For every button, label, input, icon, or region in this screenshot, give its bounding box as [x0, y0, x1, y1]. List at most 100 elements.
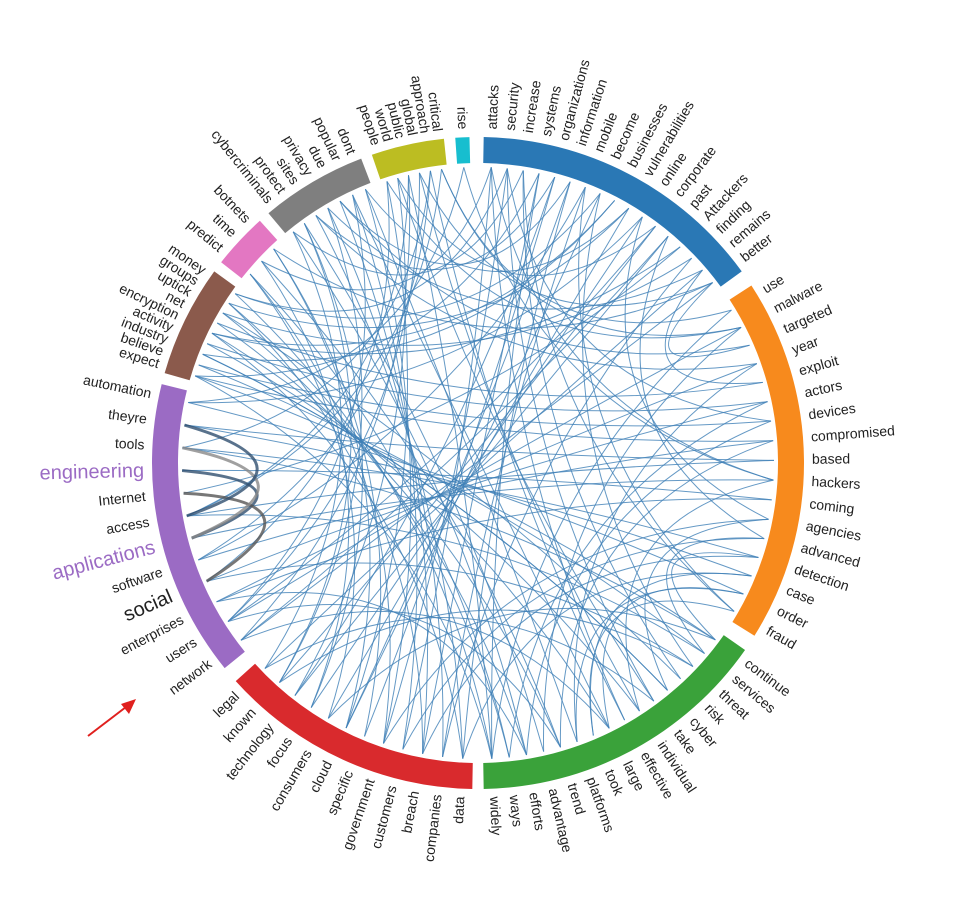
- chord-link-6: [345, 181, 571, 729]
- chord-link-137: [195, 173, 540, 378]
- chord-link-141: [235, 168, 508, 312]
- chord-link-12: [227, 225, 656, 622]
- chord-link-124: [216, 591, 527, 756]
- word-label-actors: actors: [803, 377, 844, 401]
- chord-link-23: [206, 343, 768, 412]
- chord-link-80: [234, 293, 493, 759]
- chord-link-8: [235, 193, 601, 319]
- chord-link-57: [327, 208, 630, 719]
- word-label-coming: coming: [809, 495, 856, 516]
- chord-link-138: [202, 200, 616, 362]
- chord-link-30: [402, 538, 765, 750]
- word-label-engineering: engineering: [39, 460, 144, 485]
- chord-link-internal-4: [184, 423, 259, 518]
- word-label-year: year: [789, 333, 820, 357]
- chord-link-127: [228, 302, 424, 754]
- chord-link-118: [602, 587, 744, 729]
- arrow-shaft: [87, 706, 127, 737]
- word-label-compromised: compromised: [810, 422, 895, 444]
- chord-link-104: [639, 235, 765, 540]
- chord-link-149: [441, 169, 742, 336]
- chord-link-91: [345, 181, 408, 729]
- chord-link-129: [273, 248, 371, 729]
- group-arc-10: [455, 137, 471, 164]
- chord-link-110: [508, 401, 768, 758]
- group-arcs-layer: [151, 137, 805, 789]
- chord-link-134: [186, 175, 409, 517]
- chord-link-20: [339, 200, 750, 355]
- chord-link-143: [292, 170, 524, 276]
- chord-link-116: [671, 552, 759, 641]
- word-label-exploit: exploit: [797, 352, 840, 378]
- chord-link-92: [294, 178, 406, 696]
- word-label-trend: trend: [565, 781, 589, 816]
- chord-link-52: [422, 173, 540, 754]
- word-label-hackers: hackers: [811, 473, 861, 492]
- chord-link-internal-3: [182, 446, 260, 540]
- chord-link-103: [624, 216, 769, 520]
- chord-link-55: [364, 176, 556, 737]
- word-label-companies: companies: [421, 793, 445, 862]
- chord-link-123: [227, 604, 561, 748]
- word-label-cloud: cloud: [306, 758, 335, 795]
- chord-link-21: [315, 215, 757, 370]
- chord-link-53: [402, 167, 492, 750]
- chord-link-95: [198, 170, 431, 561]
- chord-link-86: [315, 215, 464, 759]
- chord-link-102: [578, 187, 735, 612]
- chord-link-71: [188, 402, 744, 595]
- word-label-case: case: [784, 582, 818, 608]
- chord-link-83: [273, 248, 382, 737]
- chord-link-29: [383, 518, 769, 744]
- chord-link-131: [279, 207, 363, 683]
- chord-link-34: [589, 600, 735, 736]
- chord-link-73: [198, 364, 705, 654]
- chord-link-121: [264, 617, 655, 702]
- chord-link-145: [339, 181, 571, 266]
- chord-link-106: [668, 282, 750, 358]
- group-arc-3: [483, 635, 746, 789]
- chord-link-10: [228, 207, 630, 329]
- word-label-based: based: [812, 450, 850, 466]
- chord-link-148: [418, 172, 713, 307]
- chord-link-27: [191, 479, 774, 539]
- word-label-global: global: [398, 97, 421, 137]
- word-label-theyre: theyre: [107, 406, 148, 427]
- chord-link-125: [194, 375, 493, 759]
- chord-link-internal-2: [183, 491, 267, 583]
- chord-link-48: [249, 273, 510, 758]
- group-arc-7: [221, 220, 278, 279]
- chord-link-139: [211, 246, 681, 355]
- chord-link-41: [418, 172, 640, 712]
- word-label-efforts: efforts: [526, 791, 548, 832]
- word-label-use: use: [759, 271, 787, 296]
- chord-link-101: [582, 193, 694, 667]
- chord-link-132: [227, 194, 366, 622]
- annotation-arrow: [87, 699, 136, 737]
- chord-link-146: [365, 188, 630, 272]
- word-label-security: security: [502, 82, 523, 132]
- chord-link-89: [352, 194, 418, 750]
- chord-link-78: [222, 312, 528, 756]
- word-label-critical: critical: [425, 91, 446, 132]
- chord-link-16: [327, 207, 703, 310]
- arrow-head: [121, 699, 136, 714]
- word-label-breach: breach: [398, 789, 422, 834]
- chord-link-130: [303, 223, 364, 708]
- chord-link-142: [261, 167, 492, 291]
- chord-link-42: [429, 170, 626, 721]
- chord-link-69: [182, 447, 759, 558]
- chord-link-9: [211, 200, 616, 346]
- group-arc-6: [164, 271, 236, 381]
- group-arc-8: [268, 158, 371, 234]
- chord-link-67: [186, 459, 775, 517]
- chord-link-51: [442, 186, 586, 757]
- chord-link-64: [216, 363, 757, 603]
- chord-link-17: [273, 248, 713, 329]
- word-label-attacks: attacks: [484, 85, 502, 130]
- chord-link-90: [364, 189, 412, 744]
- word-label-rise: rise: [454, 106, 471, 130]
- chord-link-54: [382, 168, 508, 744]
- internal-links-layer: [181, 423, 267, 583]
